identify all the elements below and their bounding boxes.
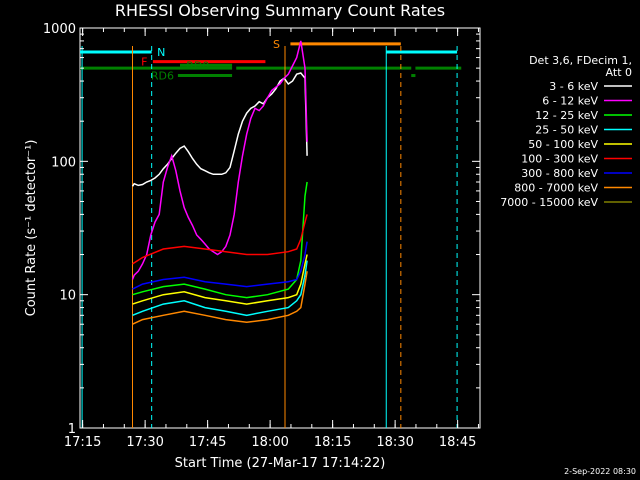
legend-label: 100 - 300 keV xyxy=(521,153,598,166)
series-line xyxy=(131,40,308,280)
x-tick-label: 17:30 xyxy=(126,435,163,450)
x-tick-label: 17:15 xyxy=(64,435,101,450)
x-axis-ticks: 17:15 17:30 17:45 18:00 18:15 18:30 18:45 xyxy=(64,28,479,450)
series-line xyxy=(132,181,308,299)
series-line xyxy=(132,254,308,305)
legend-label: 7000 - 15000 keV xyxy=(500,196,598,209)
series-line xyxy=(131,72,308,187)
x-tick-label: 18:30 xyxy=(376,435,413,450)
x-tick-label: 18:15 xyxy=(314,435,351,450)
x-tick-label: 18:00 xyxy=(251,435,288,450)
flag-label: N xyxy=(157,46,165,59)
legend-header: Att 0 xyxy=(606,66,632,79)
legend-label: 12 - 25 keV xyxy=(535,109,598,122)
legend-label: 300 - 800 keV xyxy=(521,167,598,180)
legend: Det 3,6, FDecim 1,Att 0 3 - 6 keV 6 - 12 k… xyxy=(500,54,632,209)
legend-label: 50 - 100 keV xyxy=(528,138,598,151)
legend-label: 3 - 6 keV xyxy=(549,80,598,93)
x-axis-label: Start Time (27-Mar-17 17:14:22) xyxy=(175,456,386,471)
y-axis-label: Count Rate (s⁻¹ detector⁻¹) xyxy=(24,140,39,317)
flag-label: S xyxy=(273,38,280,51)
timestamp: 2-Sep-2022 08:30 xyxy=(564,467,636,476)
series-line xyxy=(132,214,308,265)
flag-label: RD0 xyxy=(186,59,209,72)
plot-frame xyxy=(79,27,481,429)
y-axis-ticks: 1 10 100 1000 xyxy=(43,22,480,437)
chart-title: RHESSI Observing Summary Count Rates xyxy=(115,1,445,20)
legend-label: 25 - 50 keV xyxy=(535,124,598,137)
flag-bars: NF RD0 RD6 S xyxy=(80,38,462,83)
x-tick-label: 17:45 xyxy=(189,435,226,450)
flag-label: RD6 xyxy=(151,70,174,83)
series-line xyxy=(132,241,308,290)
y-tick-label: 1 xyxy=(68,422,76,437)
flag-label: F xyxy=(141,56,147,69)
legend-label: 800 - 7000 keV xyxy=(514,182,598,195)
legend-header: Det 3,6, FDecim 1, xyxy=(529,54,632,67)
series-line xyxy=(132,271,308,325)
legend-label: 6 - 12 keV xyxy=(542,95,598,108)
y-tick-label: 10 xyxy=(59,289,76,304)
series-lines xyxy=(131,40,308,325)
y-tick-label: 1000 xyxy=(43,22,76,37)
x-tick-label: 18:45 xyxy=(439,435,476,450)
vertical-markers xyxy=(81,46,458,428)
series-line xyxy=(132,260,308,317)
y-tick-label: 100 xyxy=(51,155,76,170)
